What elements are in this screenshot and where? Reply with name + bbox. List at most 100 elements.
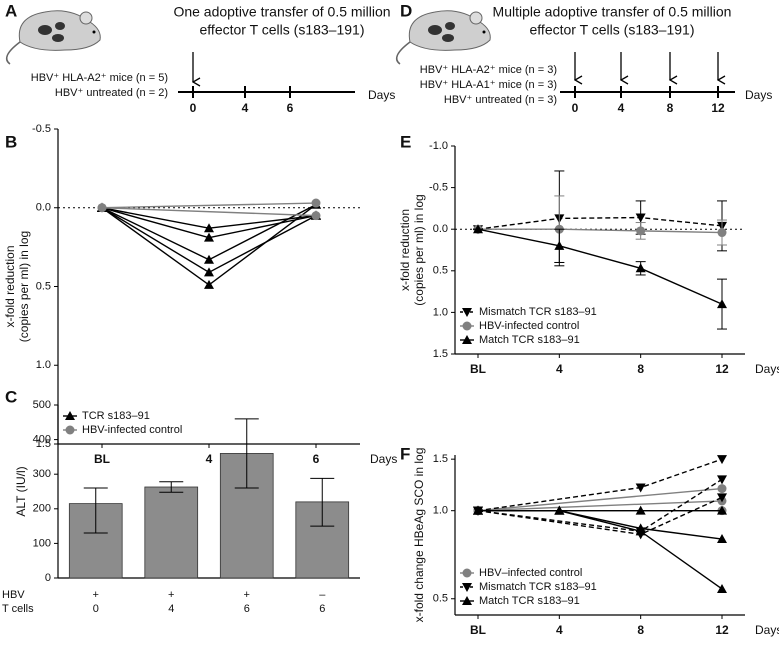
legend-marker — [462, 596, 472, 605]
legend-label: Mismatch TCR s183–91 — [479, 581, 597, 593]
timeline-title: effector T cells (s183–191) — [200, 22, 365, 38]
legend-label: TCR s183–91 — [82, 410, 150, 422]
legend-label: HBV-infected control — [479, 320, 579, 332]
group-label: HBV⁺ untreated (n = 3) — [444, 94, 557, 106]
group-label: HBV⁺ HLA-A1⁺ mice (n = 3) — [420, 79, 557, 91]
y-tick-label: -1.0 — [429, 140, 448, 152]
x-tick-label: 6 — [319, 603, 325, 615]
group-label: HBV⁺ untreated (n = 2) — [55, 87, 168, 99]
y-axis-label: x-fold reduction — [398, 209, 412, 291]
y-tick-label: 100 — [33, 537, 51, 549]
x-tick-label: BL — [470, 362, 486, 376]
timeline-title: effector T cells (s183–191) — [530, 22, 695, 38]
point — [204, 254, 214, 264]
series-line — [101, 207, 317, 217]
y-tick-label: 200 — [33, 503, 51, 515]
point — [717, 484, 727, 494]
x-tick-label: + — [244, 589, 250, 601]
x-tick-label: BL — [470, 623, 486, 637]
y-tick-label: 1.5 — [36, 438, 51, 450]
timeline-tick-label: 12 — [711, 101, 725, 115]
point — [204, 223, 214, 233]
x-axis-unit: Days — [755, 623, 779, 637]
timeline-tick-label: 4 — [242, 101, 249, 115]
x-axis-unit: Days — [755, 362, 779, 376]
x-tick-label: 8 — [637, 623, 644, 637]
legend-label: HBV–infected control — [479, 567, 582, 579]
series-line — [477, 228, 723, 305]
panel-letter: E — [400, 132, 411, 151]
y-axis-label: x-fold change HBeAg SCO in log — [412, 448, 426, 623]
legend-marker — [462, 308, 472, 317]
point — [717, 505, 727, 515]
y-axis-label: (copies per ml) in log — [412, 194, 426, 305]
x-row-label: T cells — [2, 603, 34, 615]
legend-label: Mismatch TCR s183–91 — [479, 306, 597, 318]
point — [204, 267, 214, 277]
timeline-a: A One adoptive transfer of 0.5 million e… — [5, 1, 395, 115]
x-tick-label: 4 — [206, 452, 213, 466]
chart-C: C 0 100 200 300 400 500 ALT (IU/l) HBV + + + – T cell… — [2, 387, 360, 615]
point — [636, 226, 646, 236]
point — [204, 279, 214, 289]
x-tick-label: 4 — [556, 362, 563, 376]
chart-E: E -1.0 -0.5 0.0 0.5 1.0 1.5 x-fold reduction (co… — [398, 132, 779, 376]
y-tick-label: 0.5 — [433, 265, 448, 277]
x-row-label: HBV — [2, 589, 25, 601]
point — [717, 455, 727, 465]
x-tick-label: 12 — [715, 623, 729, 637]
series-line — [477, 216, 723, 230]
y-tick-label: 0 — [45, 572, 51, 584]
x-tick-label: 12 — [715, 362, 729, 376]
x-tick-label: + — [93, 589, 99, 601]
point — [204, 232, 214, 242]
timeline-tick-label: 0 — [572, 101, 579, 115]
group-label: HBV⁺ HLA-A2⁺ mice (n = 5) — [31, 72, 168, 84]
panel-letter: B — [5, 132, 17, 151]
mouse-icon — [5, 10, 102, 65]
timeline-tick-label: 8 — [667, 101, 674, 115]
panel-letter: F — [400, 444, 410, 463]
legend-marker — [462, 321, 472, 331]
panel-letter: A — [5, 1, 17, 20]
timeline-tick-label: 6 — [287, 101, 294, 115]
x-tick-label: 6 — [244, 603, 250, 615]
point — [635, 263, 646, 273]
point — [473, 505, 483, 515]
series-line — [478, 228, 723, 234]
point — [717, 475, 727, 485]
y-tick-label: 1.0 — [36, 359, 51, 371]
chart-F: F 0.5 1.0 1.5 x-fold change HBeAg SCO in log… — [400, 444, 779, 637]
timeline-title: One adoptive transfer of 0.5 million — [173, 4, 390, 20]
point — [554, 505, 565, 515]
y-tick-label: 1.0 — [433, 306, 448, 318]
point — [635, 483, 646, 493]
point — [635, 526, 646, 536]
legend-label: Match TCR s183–91 — [479, 334, 580, 346]
group-label: HBV⁺ HLA-A2⁺ mice (n = 3) — [420, 64, 557, 76]
x-tick-label: – — [319, 589, 326, 601]
x-tick-label: BL — [94, 452, 110, 466]
panel-letter: C — [5, 387, 17, 406]
timeline-unit: Days — [745, 88, 772, 102]
point — [717, 299, 727, 309]
point — [635, 505, 646, 515]
y-tick-label: 1.5 — [433, 348, 448, 360]
point — [717, 583, 727, 593]
legend-label: Match TCR s183–91 — [479, 595, 580, 607]
legend-marker — [65, 425, 75, 435]
y-axis-label: ALT (IU/l) — [14, 466, 28, 516]
y-tick-label: 0.5 — [433, 593, 448, 605]
y-tick-label: 400 — [33, 434, 51, 446]
y-tick-label: 0.5 — [36, 280, 51, 292]
panel-letter: D — [400, 1, 412, 20]
chart-B: B -0.5 0.0 0.5 1.0 1.5 x-fold reduction (copies… — [3, 123, 397, 466]
point — [554, 240, 565, 250]
timeline-tick-label: 0 — [190, 101, 197, 115]
y-tick-label: 500 — [33, 399, 51, 411]
y-axis-label: x-fold reduction — [3, 245, 17, 327]
series-line — [477, 500, 723, 512]
y-tick-label: 1.5 — [433, 453, 448, 465]
